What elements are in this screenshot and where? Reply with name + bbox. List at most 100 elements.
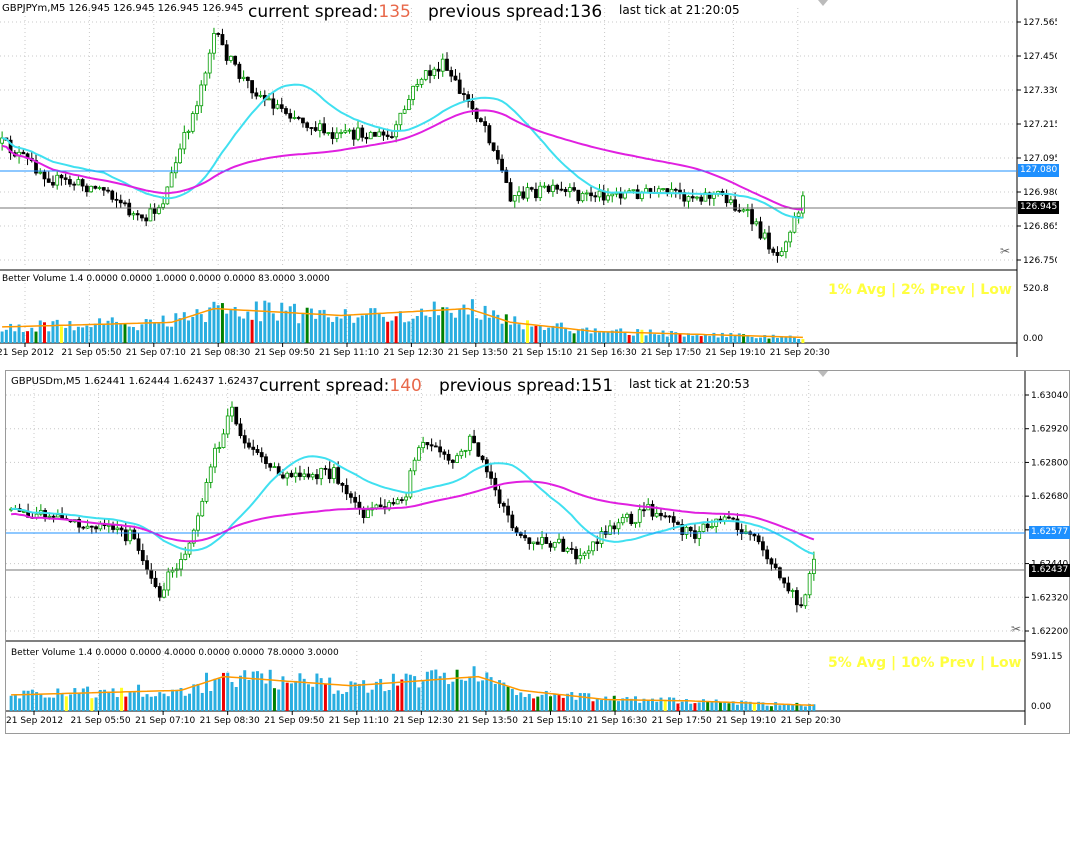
candle-body: [429, 444, 434, 447]
candle-body: [586, 550, 591, 554]
volume-bar: [600, 699, 603, 711]
volume-bar: [441, 307, 445, 343]
volume-bar: [366, 692, 370, 711]
volume-bar: [271, 313, 275, 343]
chart-shift-marker[interactable]: [818, 0, 828, 6]
candle-body: [332, 467, 336, 480]
candle-body: [606, 195, 610, 201]
candle-body: [251, 446, 256, 450]
volume-bar: [517, 324, 521, 343]
candle-body: [752, 533, 757, 537]
volume-bar: [788, 335, 792, 343]
candle-body: [190, 113, 195, 132]
volume-bar: [481, 680, 485, 711]
chart-shift-marker[interactable]: [818, 371, 828, 377]
candle-body: [589, 192, 593, 197]
volume-bar: [281, 676, 285, 711]
candle-body: [811, 558, 816, 574]
candle-body: [285, 472, 290, 479]
volume-bar: [458, 309, 462, 343]
volume-bar: [106, 320, 110, 343]
candle-body: [178, 148, 182, 164]
volume-bar: [453, 317, 457, 343]
volume-bar: [472, 666, 476, 711]
candle-body: [561, 538, 566, 552]
volume-bar: [157, 323, 161, 343]
candle-body: [633, 521, 638, 525]
volume-bar: [527, 693, 531, 711]
moving-average-slow: [11, 480, 815, 543]
volume-bar: [644, 335, 648, 343]
volume-bar: [718, 702, 722, 711]
candle-body: [336, 467, 341, 484]
chart-window-gbpusd[interactable]: 1.630401.629201.628001.626801.625601.624…: [5, 370, 1071, 734]
volume-bar: [589, 333, 593, 343]
volume-bar: [302, 678, 306, 711]
volume-bar: [85, 325, 89, 343]
candle-body: [169, 172, 174, 188]
candle-body: [457, 79, 462, 94]
candle-body: [654, 512, 659, 517]
volume-bar: [103, 689, 107, 711]
volume-bar: [43, 697, 47, 711]
candle-body: [712, 193, 716, 199]
candle-body: [349, 493, 353, 498]
volume-bar: [234, 686, 238, 711]
candles: [0, 27, 805, 263]
chart-window-gbpjpy[interactable]: 127.565 127.450 127.330 127.215 127.095 126.9…: [0, 0, 1060, 361]
candle-body: [135, 213, 140, 216]
candle-body: [667, 515, 672, 518]
time-tick-label: 21 Sep 05:50: [61, 348, 121, 358]
volume-bar: [701, 699, 705, 711]
volume-bar: [174, 313, 178, 343]
volume-bar: [595, 698, 599, 711]
volume-bar: [149, 696, 153, 711]
candle-body: [157, 586, 162, 598]
volume-bar: [284, 310, 288, 343]
volume-bar: [483, 305, 487, 343]
volume-bar: [504, 314, 508, 343]
time-tick-label: 21 Sep 19:10: [716, 716, 776, 726]
candle-body: [213, 447, 217, 468]
volume-bar: [336, 690, 340, 711]
volume-bar: [642, 698, 646, 711]
volume-bar: [26, 331, 30, 343]
volume-bar: [621, 698, 625, 711]
candle-body: [423, 70, 428, 80]
candle-body: [179, 559, 183, 570]
volume-bar: [725, 337, 729, 343]
volume-bar: [39, 694, 43, 711]
volume-bar: [557, 694, 561, 711]
volume-bar: [383, 691, 387, 711]
volume-bar: [583, 693, 587, 711]
one-click-trading-icon[interactable]: ✂: [1000, 244, 1011, 258]
chart-canvas[interactable]: 1.630401.629201.628001.626801.625601.624…: [6, 371, 1069, 733]
chart-canvas[interactable]: 127.565 127.450 127.330 127.215 127.095 126.9…: [0, 0, 1057, 361]
volume-scale-bottom: 0.00: [1023, 334, 1043, 344]
volume-bar: [417, 687, 421, 711]
candle-body: [361, 508, 366, 518]
volume-bar: [663, 699, 667, 711]
candle-body: [162, 589, 166, 598]
candle-body: [106, 189, 110, 192]
price-tick-label: 127.215: [1023, 120, 1057, 130]
volume-bar: [243, 670, 247, 711]
volume-bar: [318, 310, 322, 343]
volume-bar: [792, 336, 796, 343]
volume-bar: [107, 692, 111, 711]
volume-bar: [561, 697, 565, 711]
volume-bar: [141, 696, 145, 711]
volume-bar: [391, 673, 395, 711]
candle-body: [298, 472, 302, 477]
candle-body: [326, 132, 331, 134]
volume-bar: [381, 316, 385, 343]
one-click-trading-icon[interactable]: ✂: [1011, 622, 1022, 636]
candle-body: [343, 130, 348, 133]
volume-bar: [667, 697, 671, 711]
candle-body: [288, 113, 293, 119]
price-tick-label: 127.330: [1023, 86, 1057, 96]
volume-bars: [0, 299, 805, 343]
volume-bar: [280, 302, 284, 343]
volume-bar: [438, 676, 442, 711]
volume-indicator-title: Better Volume 1.4 0.0000 0.0000 1.0000 0…: [2, 274, 330, 284]
